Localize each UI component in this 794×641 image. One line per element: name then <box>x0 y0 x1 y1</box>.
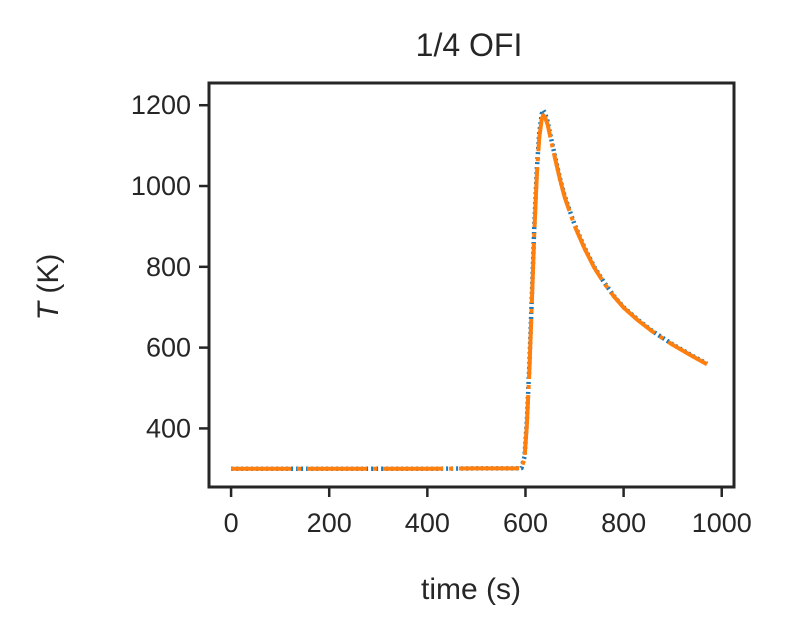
x-tick-label: 400 <box>405 508 450 538</box>
x-axis: 0 200 400 600 800 1000 <box>224 487 752 538</box>
series-line-1 <box>231 107 709 472</box>
plot-area <box>231 107 709 472</box>
y-tick-label: 400 <box>146 413 191 443</box>
x-tick-label: 200 <box>307 508 352 538</box>
x-tick-label: 600 <box>503 508 548 538</box>
x-tick-label: 1000 <box>692 508 752 538</box>
x-tick-label: 0 <box>224 508 239 538</box>
y-axis-label: T (K) <box>32 254 65 321</box>
y-tick-label: 600 <box>146 333 191 363</box>
x-tick-label: 800 <box>601 508 646 538</box>
y-axis: 400 600 800 1000 1200 <box>131 90 209 443</box>
axes-frame <box>207 81 736 489</box>
chart-title: 1/4 OFI <box>416 27 523 63</box>
y-tick-label: 1000 <box>131 171 191 201</box>
y-axis-label-variable: T <box>32 299 65 320</box>
y-tick-label: 800 <box>146 252 191 282</box>
series-line-2 <box>231 113 708 471</box>
x-axis-label: time (s) <box>421 573 521 606</box>
y-tick-label: 1200 <box>131 90 191 120</box>
y-axis-label-unit: (K) <box>32 254 65 302</box>
